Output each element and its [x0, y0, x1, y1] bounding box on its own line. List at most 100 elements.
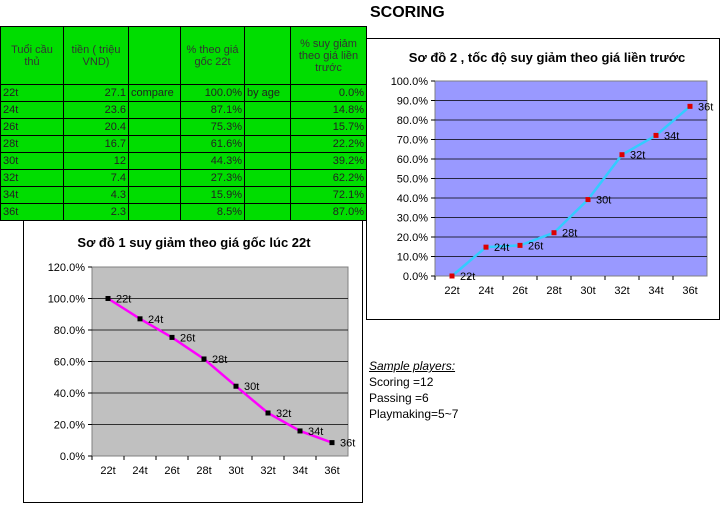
chart-1-panel[interactable]: Sơ đồ 1 suy giảm theo giá gốc lúc 22t 0.… — [23, 220, 363, 503]
x-tick-label: 36t — [324, 465, 339, 477]
header-price[interactable]: tiền ( triệu VND) — [63, 26, 129, 85]
cell-pct[interactable]: 44.3% — [180, 152, 245, 170]
cell-note[interactable]: compare — [128, 84, 181, 102]
x-tick-label: 30t — [228, 465, 243, 477]
series-line — [107, 297, 333, 444]
cell-price[interactable]: 16.7 — [63, 135, 129, 153]
cell-decline[interactable]: 22.2% — [290, 135, 367, 153]
cell-note-2[interactable] — [244, 101, 291, 119]
cell-decline[interactable]: 15.7% — [290, 118, 367, 136]
cell-decline[interactable]: 14.8% — [290, 101, 367, 119]
cell-price[interactable]: 2.3 — [63, 203, 129, 221]
cell-price[interactable]: 27.1 — [63, 84, 129, 102]
notes-heading: Sample players: — [369, 359, 456, 373]
cell-pct[interactable]: 100.0% — [180, 84, 245, 102]
header-blank-2[interactable] — [244, 26, 291, 85]
series-line — [451, 105, 691, 277]
table-row: 36t 2.3 8.5% 87.0% — [0, 203, 367, 221]
cell-pct[interactable]: 27.3% — [180, 169, 245, 187]
cell-note[interactable] — [128, 152, 181, 170]
data-label: 24t — [494, 242, 509, 254]
x-tick-label: 28t — [546, 285, 561, 297]
table-row: 34t 4.3 15.9% 72.1% — [0, 186, 367, 204]
table-row: 22t 27.1 compare 100.0% by age 0.0% — [0, 84, 367, 102]
cell-age[interactable]: 24t — [0, 101, 64, 119]
cell-decline[interactable]: 87.0% — [290, 203, 367, 221]
y-tick-label: 20.0% — [397, 232, 428, 244]
x-tick-label: 34t — [648, 285, 663, 297]
data-label: 34t — [308, 426, 323, 438]
y-tick-label: 80.0% — [54, 325, 85, 337]
data-point — [619, 152, 625, 158]
cell-note[interactable] — [128, 101, 181, 119]
cell-note-2[interactable] — [244, 152, 291, 170]
chart-2-panel[interactable]: Sơ đồ 2 , tốc độ suy giảm theo giá liền … — [366, 38, 720, 320]
y-tick-label: 40.0% — [397, 193, 428, 205]
data-point — [687, 103, 693, 109]
cell-note-2[interactable] — [244, 169, 291, 187]
cell-age[interactable]: 34t — [0, 186, 64, 204]
y-tick-label: 0.0% — [60, 451, 85, 463]
chart-1-svg: 0.0% 20.0% 40.0% 60.0% 80.0% 100.0% 120.0% 22t 2… — [48, 262, 356, 477]
cell-note-2[interactable]: by age — [244, 84, 291, 102]
cell-note[interactable] — [128, 186, 181, 204]
cell-note[interactable] — [128, 118, 181, 136]
y-tick-label: 100.0% — [391, 76, 429, 88]
cell-decline[interactable]: 62.2% — [290, 169, 367, 187]
cell-age[interactable]: 28t — [0, 135, 64, 153]
header-age[interactable]: Tuổi cầu thủ — [0, 26, 64, 85]
x-tick-label: 32t — [614, 285, 629, 297]
cell-pct[interactable]: 61.6% — [180, 135, 245, 153]
data-point — [329, 440, 335, 446]
sheet-title: SCORING — [370, 4, 445, 21]
table-row: 28t 16.7 61.6% 22.2% — [0, 135, 367, 153]
sample-players-notes: Sample players: Scoring =12 Passing =6 P… — [369, 358, 458, 422]
cell-pct[interactable]: 15.9% — [180, 186, 245, 204]
cell-pct[interactable]: 8.5% — [180, 203, 245, 221]
cell-note-2[interactable] — [244, 135, 291, 153]
data-label: 24t — [148, 314, 163, 326]
cell-decline[interactable]: 72.1% — [290, 186, 367, 204]
cell-note-2[interactable] — [244, 118, 291, 136]
x-tick-label: 36t — [682, 285, 697, 297]
cell-price[interactable]: 23.6 — [63, 101, 129, 119]
y-tick-label: 40.0% — [54, 388, 85, 400]
cell-price[interactable]: 12 — [63, 152, 129, 170]
cell-decline[interactable]: 39.2% — [290, 152, 367, 170]
cell-note[interactable] — [128, 203, 181, 221]
data-point — [169, 334, 175, 340]
x-tick-label: 28t — [196, 465, 211, 477]
data-point — [265, 410, 271, 416]
table-row: 32t 7.4 27.3% 62.2% — [0, 169, 367, 187]
cell-note-2[interactable] — [244, 203, 291, 221]
y-tick-label: 120.0% — [48, 262, 86, 274]
cell-age[interactable]: 32t — [0, 169, 64, 187]
cell-age[interactable]: 26t — [0, 118, 64, 136]
cell-decline[interactable]: 0.0% — [290, 84, 367, 102]
y-tick-label: 60.0% — [54, 357, 85, 369]
x-tick-label: 26t — [164, 465, 179, 477]
y-tick-label: 30.0% — [397, 213, 428, 225]
header-blank-1[interactable] — [128, 26, 181, 85]
cell-age[interactable]: 36t — [0, 203, 64, 221]
data-label: 36t — [340, 438, 355, 450]
data-label: 30t — [244, 381, 259, 393]
table-header-row: Tuổi cầu thủ tiền ( triệu VND) % theo gi… — [0, 26, 367, 85]
header-pct-decline[interactable]: % suy giảm theo giá liền trước — [290, 26, 367, 85]
cell-note[interactable] — [128, 169, 181, 187]
header-pct-base[interactable]: % theo giá gốc 22t — [180, 26, 245, 85]
cell-note[interactable] — [128, 135, 181, 153]
cell-price[interactable]: 4.3 — [63, 186, 129, 204]
y-tick-label: 60.0% — [397, 154, 428, 166]
cell-age[interactable]: 30t — [0, 152, 64, 170]
cell-age[interactable]: 22t — [0, 84, 64, 102]
data-point — [517, 242, 523, 248]
cell-pct[interactable]: 75.3% — [180, 118, 245, 136]
y-tick-label: 0.0% — [403, 271, 428, 283]
notes-line-playmaking: Playmaking=5~7 — [369, 407, 459, 421]
cell-pct[interactable]: 87.1% — [180, 101, 245, 119]
cell-price[interactable]: 20.4 — [63, 118, 129, 136]
cell-price[interactable]: 7.4 — [63, 169, 129, 187]
x-tick-label: 22t — [444, 285, 459, 297]
cell-note-2[interactable] — [244, 186, 291, 204]
